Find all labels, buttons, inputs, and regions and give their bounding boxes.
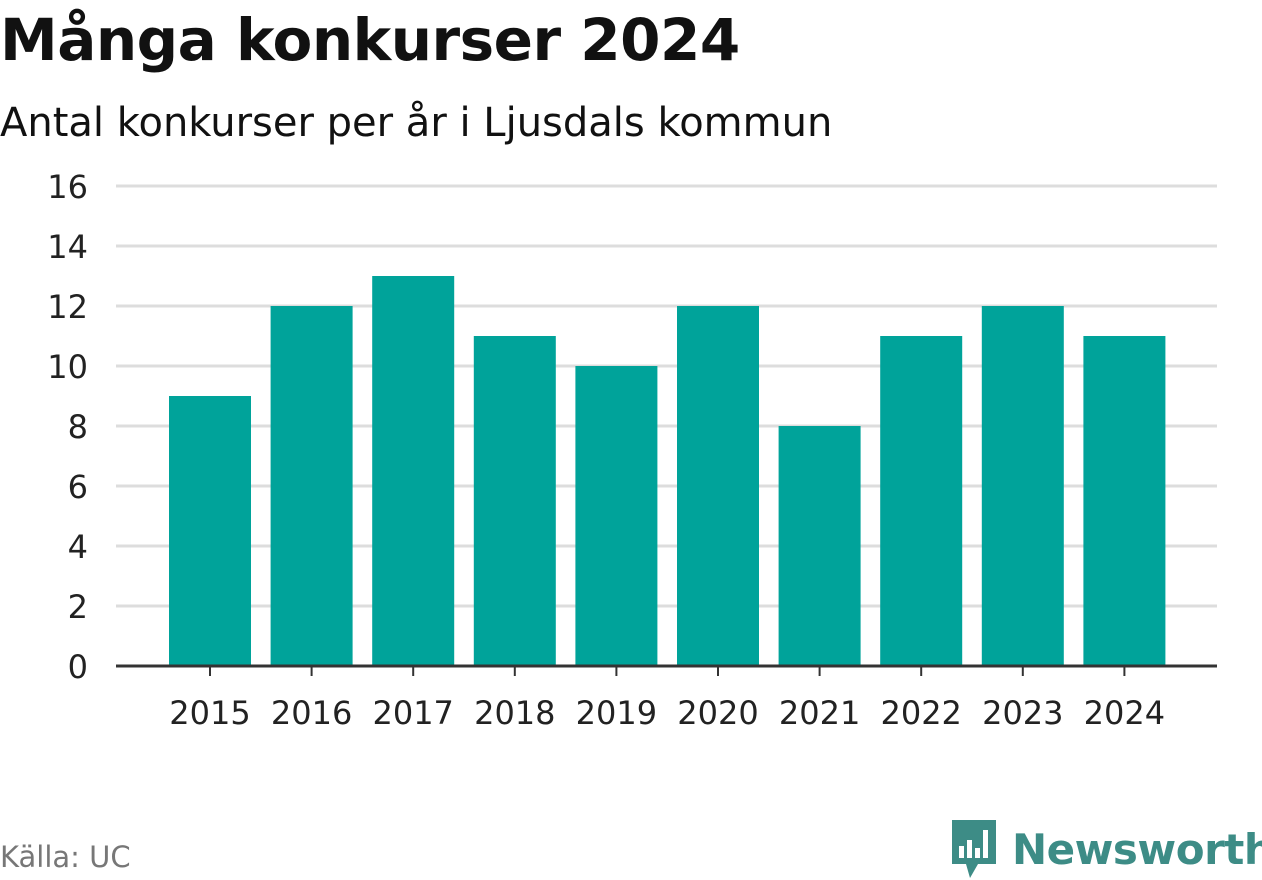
bar-2015 — [169, 396, 251, 666]
x-tick-label: 2016 — [271, 694, 352, 732]
y-tick-label: 10 — [47, 348, 88, 386]
bar-2020 — [677, 306, 759, 666]
bar-2022 — [880, 336, 963, 666]
y-tick-label: 14 — [47, 228, 88, 266]
x-tick-label: 2023 — [982, 694, 1063, 732]
bar-2023 — [981, 306, 1064, 666]
bar-2019 — [575, 366, 658, 666]
source-note: Källa: UC — [0, 840, 131, 874]
x-tick-label: 2020 — [677, 694, 758, 732]
y-tick-label: 4 — [68, 528, 88, 566]
brand-logo: Newsworthy — [948, 818, 1262, 880]
bar-2017 — [372, 276, 455, 666]
bar-2016 — [270, 306, 353, 666]
chart-title: Många konkurser 2024 — [0, 6, 740, 74]
y-tick-label: 6 — [68, 468, 88, 506]
x-tick-label: 2018 — [474, 694, 555, 732]
x-axis-ticks: 2015 2016 2017 2018 2019 2020 2021 2022 2023 2024 — [116, 664, 1217, 732]
brand-name: Newsworthy — [1012, 824, 1262, 874]
x-tick-label: 2024 — [1084, 694, 1165, 732]
y-tick-label: 0 — [68, 648, 88, 686]
y-tick-label: 16 — [47, 168, 88, 206]
bars — [169, 276, 1166, 666]
newsworthy-logo-icon — [952, 820, 996, 878]
x-tick-label: 2015 — [169, 694, 250, 732]
y-axis-ticks: 0 2 4 6 8 10 12 14 16 — [47, 168, 88, 686]
y-tick-label: 8 — [68, 408, 88, 446]
x-tick-label: 2017 — [372, 694, 453, 732]
y-tick-label: 12 — [47, 288, 88, 326]
bar-2024 — [1083, 336, 1166, 666]
bar-2021 — [778, 426, 861, 666]
x-tick-label: 2019 — [576, 694, 657, 732]
y-tick-label: 2 — [68, 588, 88, 626]
bar-2018 — [473, 336, 556, 666]
x-tick-label: 2022 — [880, 694, 961, 732]
chart-subtitle: Antal konkurser per år i Ljusdals kommun — [0, 100, 833, 146]
x-tick-label: 2021 — [779, 694, 860, 732]
